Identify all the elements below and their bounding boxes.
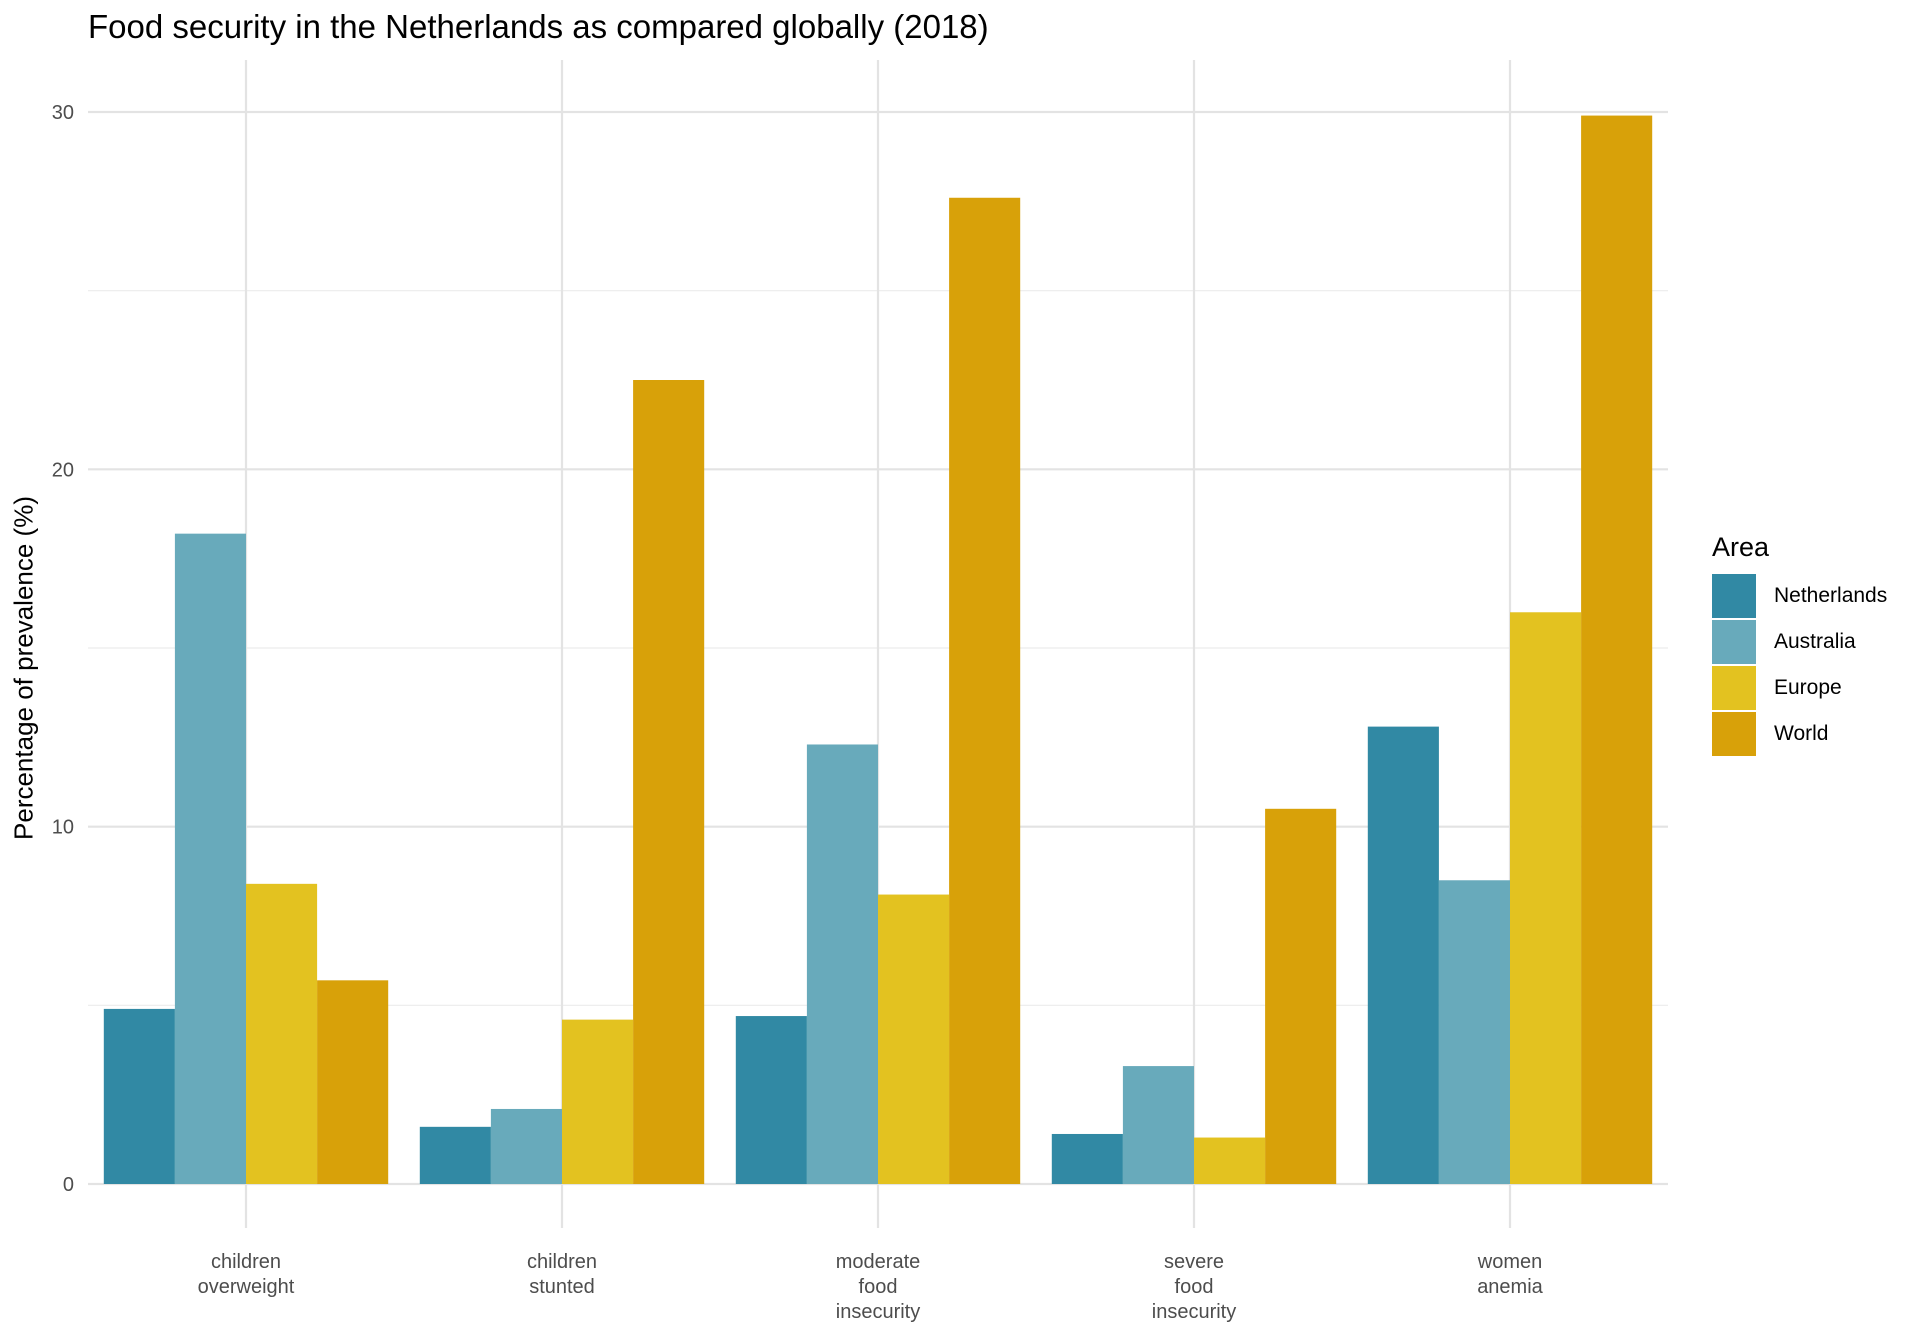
legend-label: World <box>1774 722 1829 745</box>
legend-swatch <box>1712 666 1756 710</box>
x-tick-label: children stunted <box>527 1251 597 1298</box>
legend-label: Netherlands <box>1774 584 1888 607</box>
legend-item-australia: Australia <box>1712 619 1887 665</box>
x-tick-label: women anemia <box>1477 1251 1544 1298</box>
x-tick-label: children overweight <box>198 1251 295 1298</box>
legend-item-world: World <box>1712 711 1887 757</box>
bar-australia-4 <box>1438 880 1510 1184</box>
x-tick-label: moderate food insecurity <box>836 1251 921 1323</box>
axis-ticks: 0 10 20 30 children overweight children stunted… <box>52 102 1544 1323</box>
bar-europe-0 <box>246 883 318 1184</box>
legend-swatch <box>1712 620 1756 664</box>
y-tick-label: 0 <box>63 1174 74 1196</box>
bar-netherlands-2 <box>735 1016 807 1184</box>
bar-europe-3 <box>1194 1137 1266 1184</box>
legend-item-netherlands: Netherlands <box>1712 573 1887 619</box>
bar-world-4 <box>1581 115 1653 1184</box>
bar-australia-0 <box>174 533 246 1184</box>
legend-label: Europe <box>1774 676 1842 699</box>
bars <box>103 115 1653 1184</box>
legend-swatch <box>1712 712 1756 756</box>
legend-label: Australia <box>1774 630 1856 653</box>
legend-title: Area <box>1712 532 1770 562</box>
bar-netherlands-4 <box>1367 726 1439 1184</box>
x-tick-label: severe food insecurity <box>1152 1251 1236 1323</box>
bar-netherlands-0 <box>103 1008 175 1184</box>
bar-netherlands-1 <box>419 1126 491 1184</box>
bar-australia-2 <box>806 744 878 1184</box>
legend: Area Netherlands Australia Europe World <box>1712 532 1887 757</box>
legend-item-europe: Europe <box>1712 665 1887 711</box>
bar-australia-1 <box>490 1108 562 1184</box>
bar-europe-4 <box>1510 612 1582 1184</box>
legend-swatch <box>1712 574 1756 618</box>
y-tick-label: 10 <box>52 817 74 839</box>
bar-europe-1 <box>562 1019 634 1184</box>
bar-netherlands-3 <box>1051 1133 1123 1184</box>
bar-world-1 <box>633 380 705 1184</box>
chart-title: Food security in the Netherlands as comp… <box>88 8 989 45</box>
bar-world-3 <box>1265 808 1337 1184</box>
bar-australia-3 <box>1122 1066 1194 1184</box>
bar-world-2 <box>949 197 1021 1184</box>
legend-items: Netherlands Australia Europe World <box>1712 573 1887 757</box>
bar-world-0 <box>317 980 389 1184</box>
y-tick-label: 30 <box>52 102 74 124</box>
y-tick-label: 20 <box>52 459 74 481</box>
bar-europe-2 <box>878 894 950 1184</box>
